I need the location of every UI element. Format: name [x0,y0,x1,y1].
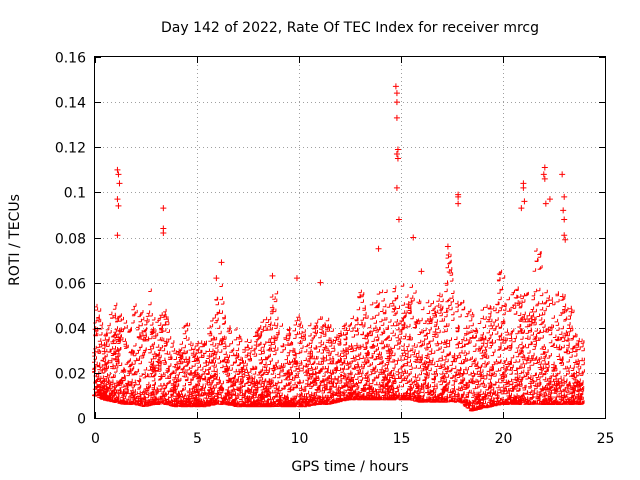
data-point [560,207,567,214]
data-point [455,200,462,207]
data-point [394,146,401,153]
data-points-layer [92,83,585,412]
x-axis-label: GPS time / hours [291,459,408,475]
data-point [218,259,225,266]
data-point [455,193,462,200]
y-tick-label: 0.16 [55,51,86,67]
data-point [559,171,566,178]
data-point [213,275,220,282]
data-point [562,236,569,243]
y-tick-label: 0.14 [55,96,86,112]
data-point [518,205,525,212]
data-point [418,268,425,275]
x-tick-label: 25 [597,431,615,447]
data-point [542,200,549,207]
data-point [114,196,121,203]
y-axis-label: ROTI / TECUs [7,194,23,286]
y-tick-label: 0 [77,412,86,428]
y-tick-label: 0.04 [55,322,86,338]
ticks-layer: 0 5 10 15 20 25 0 0.02 0.04 0.06 0.08 0.1 0.12 0.14 0.… [55,51,615,448]
y-tick-label: 0.1 [64,186,86,202]
data-point [561,193,568,200]
data-point [520,184,527,191]
data-point [160,205,167,212]
x-tick-label: 20 [495,431,513,447]
chart-title: Day 142 of 2022, Rate Of TEC Index for r… [161,20,539,36]
x-tick-label: 15 [393,431,411,447]
data-point [393,99,400,106]
data-point [394,155,401,162]
data-point [540,171,547,178]
data-point [541,164,548,171]
data-point [115,202,122,209]
data-point [393,184,400,191]
data-point-cloud [92,248,585,412]
x-tick-label: 10 [291,431,309,447]
y-tick-label: 0.12 [55,141,86,157]
data-point [160,229,167,236]
data-point [392,83,399,90]
data-point [269,272,276,279]
data-point [293,275,300,282]
x-tick-label: 5 [193,431,202,447]
data-point [393,90,400,97]
data-point [541,175,548,182]
data-point [444,243,451,250]
data-point [561,216,568,223]
data-point [561,232,568,239]
data-point [114,166,121,173]
x-tick-label: 0 [91,431,100,447]
y-tick-label: 0.06 [55,277,86,293]
data-point [393,151,400,158]
plot-frame [94,56,606,419]
data-point [395,216,402,223]
data-point [114,232,121,239]
data-point [546,196,553,203]
data-point [115,171,122,178]
data-point [116,180,123,187]
data-point [393,114,400,121]
y-tick-label: 0.08 [55,232,86,248]
y-tick-label: 0.02 [55,367,86,383]
data-point [317,279,324,286]
data-point [410,234,417,241]
data-point [375,245,382,252]
data-point [521,198,528,205]
